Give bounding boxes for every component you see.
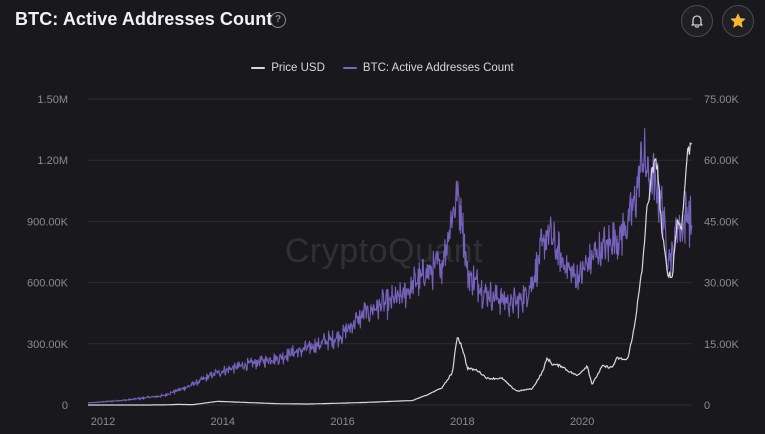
left-tick-label: 0 xyxy=(62,400,68,412)
x-tick-label: 2018 xyxy=(450,416,474,428)
right-tick-label: 75.00K xyxy=(704,94,740,106)
chart-legend: Price USD BTC: Active Addresses Count xyxy=(0,60,765,76)
star-icon xyxy=(730,13,746,28)
x-tick-label: 2016 xyxy=(330,416,354,428)
right-axis: 0 15.00K 30.00K 45.00K 60.00K 75.00K xyxy=(704,94,740,412)
series-line-addresses xyxy=(87,128,693,404)
legend-item-addresses[interactable]: BTC: Active Addresses Count xyxy=(342,62,514,74)
x-tick-label: 2012 xyxy=(91,416,115,428)
question-circle-icon[interactable]: ? xyxy=(270,12,286,28)
right-tick-label: 0 xyxy=(704,400,710,412)
left-tick-label: 900.00K xyxy=(27,216,69,228)
left-axis: 0 300.00K 600.00K 900.00K 1.20M 1.50M xyxy=(27,94,69,412)
right-tick-label: 60.00K xyxy=(704,155,740,167)
left-tick-label: 300.00K xyxy=(27,339,69,351)
x-axis: 2012 2014 2016 2018 2020 xyxy=(91,416,595,428)
legend-label-addresses: BTC: Active Addresses Count xyxy=(362,62,514,74)
right-tick-label: 30.00K xyxy=(704,278,740,290)
page-title: BTC: Active Addresses Count xyxy=(15,9,273,29)
legend-swatch-price xyxy=(251,67,266,69)
left-tick-label: 600.00K xyxy=(27,278,69,290)
legend-swatch-addresses xyxy=(342,67,357,69)
x-tick-label: 2020 xyxy=(570,416,594,428)
series-line-price xyxy=(88,142,693,406)
legend-label-price: Price USD xyxy=(271,62,325,74)
bell-icon xyxy=(691,15,703,28)
favorite-button[interactable] xyxy=(722,5,754,37)
watermark-text: CryptoQuant xyxy=(285,232,483,270)
left-tick-label: 1.20M xyxy=(37,155,68,167)
right-tick-label: 15.00K xyxy=(704,339,740,351)
alert-button[interactable] xyxy=(681,5,713,37)
legend-item-price[interactable]: Price USD xyxy=(251,62,325,74)
series-layer xyxy=(87,128,693,406)
right-tick-label: 45.00K xyxy=(704,216,740,228)
chart-header: BTC: Active Addresses Count ? xyxy=(0,0,765,40)
x-tick-label: 2014 xyxy=(211,416,235,428)
left-tick-label: 1.50M xyxy=(37,94,68,106)
